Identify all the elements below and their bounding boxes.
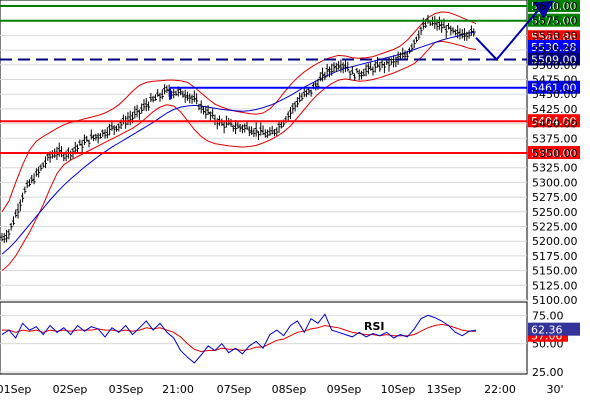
time-tick-label: 03Sep: [109, 383, 144, 396]
moving-average: [1, 31, 477, 255]
level-badge: [528, 114, 580, 128]
price-tick-label: 5225.00: [532, 221, 578, 234]
price-tick-label: 5125.00: [532, 279, 578, 292]
price-tick-label: 5300.00: [532, 176, 578, 189]
time-tick-label: 07Sep: [217, 383, 252, 396]
level-badge: [528, 52, 580, 66]
time-tick-label: 13Sep: [427, 383, 462, 396]
projection-line: [475, 10, 539, 61]
time-tick-label: 21:00: [162, 383, 194, 396]
projection-arrow: [475, 0, 554, 61]
rsi-line: [1, 313, 477, 364]
time-tick-label: 01Sep: [0, 383, 31, 396]
price-tick-label: 5450.00: [532, 88, 578, 101]
level-label: 5350.00: [531, 147, 577, 160]
price-tick-label: 5375.00: [532, 132, 578, 145]
moving-average-line: [1, 31, 477, 255]
bollinger-bands: [1, 11, 477, 271]
price-tick-label: 5100.00: [532, 294, 578, 307]
price-tick-label: 5400.00: [532, 118, 578, 131]
price-label: 5530.28: [531, 41, 577, 54]
upper-band-line: [1, 11, 477, 213]
price-tick-label: 5525.00: [532, 44, 578, 57]
time-tick-label: 10Sep: [381, 383, 416, 396]
level-badge: [528, 146, 580, 159]
candles: [0, 14, 476, 243]
level-badge: [528, 13, 580, 27]
level-label: 5509.00: [531, 54, 577, 67]
lower-band-line: [1, 40, 477, 271]
price-tick-label: 5500.00: [532, 59, 578, 72]
level-label: 5404.00: [531, 115, 577, 128]
time-tick-label: 22:00: [484, 383, 516, 396]
time-tick-label: 09Sep: [327, 383, 362, 396]
price-tick-label: 5550.00: [532, 29, 578, 42]
projection-arrowhead: [533, 0, 554, 19]
price-tick-label: 5350.00: [532, 147, 578, 160]
level-label: 5575.00: [531, 15, 577, 28]
rsi-value-badge: [528, 322, 580, 336]
time-tick-label: 30': [546, 383, 563, 396]
time-axis: 01Sep 02Sep 03Sep 21:00 07Sep 08Sep 09Sep 10Sep…: [0, 383, 564, 396]
price-tick-label: 5150.00: [532, 265, 578, 278]
time-tick-label: 08Sep: [272, 383, 307, 396]
price-tick-label: 5325.00: [532, 162, 578, 175]
level-badge: [528, 80, 580, 94]
price-plot-area: [0, 0, 528, 301]
price-tick-label: 5250.00: [532, 206, 578, 219]
price-badge: [528, 39, 580, 53]
price-tick-label: 5200.00: [532, 235, 578, 248]
price-tick-label: 5575.00: [532, 15, 578, 28]
price-tick-label: 5175.00: [532, 250, 578, 263]
rsi-ma-line: [2, 323, 476, 353]
time-tick-label: 02Sep: [53, 383, 88, 396]
rsi-tick-label: 25.00: [532, 366, 564, 379]
rsi-value-label: 62.36: [531, 324, 563, 337]
horizontal-levels: 5600.00 5575.00 5509.00 5461.00 5404.00 5350.…: [0, 0, 580, 160]
rsi-tick-label: 75.00: [532, 309, 564, 322]
rsi-plot-area: [0, 301, 528, 375]
level-label: 5461.00: [531, 82, 577, 95]
price-tick-label: 5425.00: [532, 103, 578, 116]
price-tick-label: 5275.00: [532, 191, 578, 204]
rsi-label: RSI: [364, 320, 385, 333]
price-tick-label: 5475.00: [532, 74, 578, 87]
price-tick-label: 5600.00: [532, 0, 578, 13]
